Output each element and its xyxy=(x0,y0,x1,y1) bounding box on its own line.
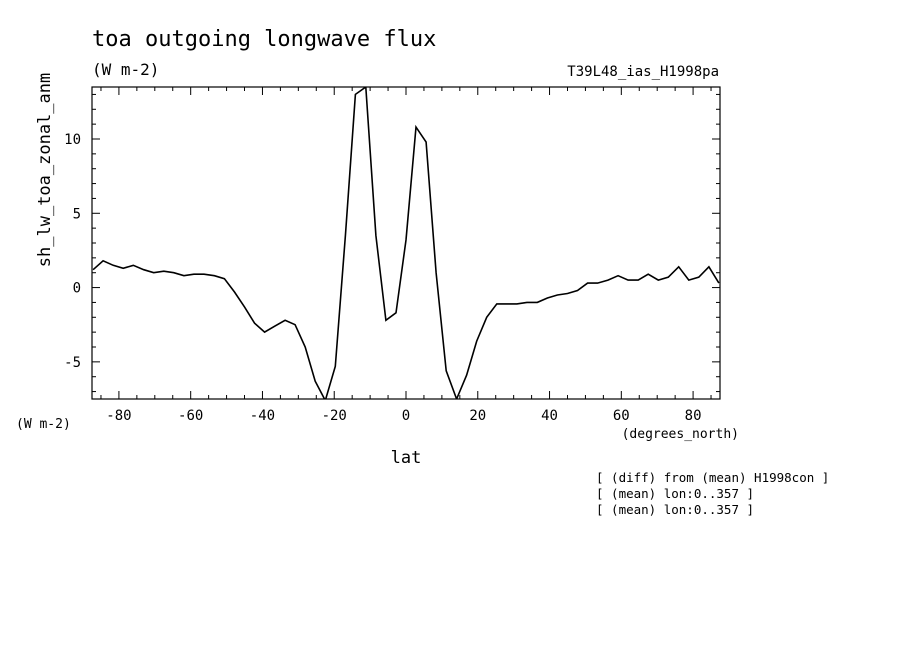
y-tick-label: -5 xyxy=(64,355,81,371)
y-axis-units: (W m-2) xyxy=(16,417,71,432)
x-tick-label: -20 xyxy=(322,408,347,424)
y-axis-label: sh_lw_toa_zonal_anm xyxy=(35,73,55,267)
x-tick-label: -40 xyxy=(250,408,275,424)
run-label: T39L48_ias_H1998pa xyxy=(567,64,719,80)
x-axis-label: lat xyxy=(391,448,422,468)
note-line-3: [ (mean) lon:0..357 ] xyxy=(596,502,754,517)
note-line-1: [ (diff) from (mean) H1998con ] xyxy=(596,470,829,485)
x-tick-label: 80 xyxy=(685,408,702,424)
y-tick-label: 5 xyxy=(73,206,81,222)
x-tick-label: -60 xyxy=(178,408,203,424)
x-tick-label: -80 xyxy=(106,408,131,424)
x-tick-label: 60 xyxy=(613,408,630,424)
x-tick-label: 0 xyxy=(402,408,410,424)
x-tick-label: 20 xyxy=(469,408,486,424)
y-tick-label: 10 xyxy=(64,132,81,148)
series-line-0 xyxy=(92,87,720,399)
chart-subtitle: (W m-2) xyxy=(92,60,159,79)
chart-title: toa outgoing longwave flux xyxy=(92,27,436,52)
x-tick-label: 40 xyxy=(541,408,558,424)
x-axis-units: (degrees_north) xyxy=(622,427,739,442)
note-line-2: [ (mean) lon:0..357 ] xyxy=(596,486,754,501)
y-tick-label: 0 xyxy=(73,281,81,297)
